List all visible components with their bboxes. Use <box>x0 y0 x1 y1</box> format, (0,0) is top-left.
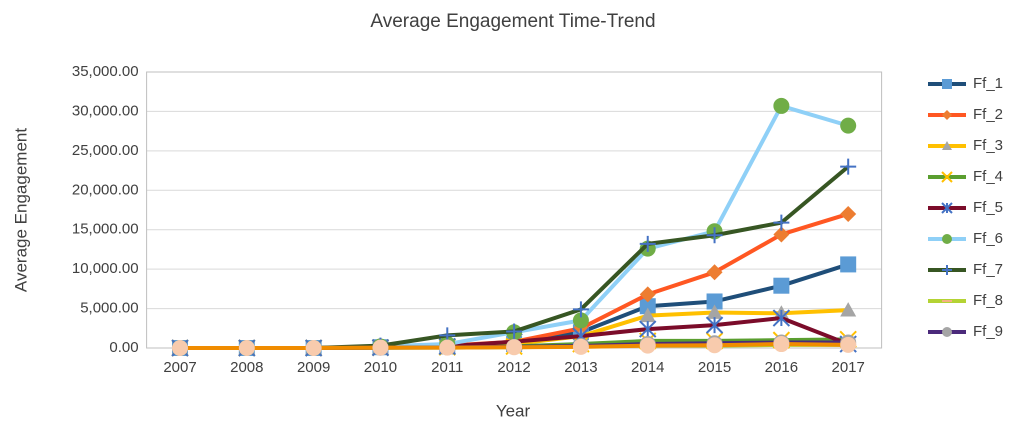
marker <box>772 309 791 327</box>
legend-label: Ff_1 <box>973 75 1003 92</box>
marker <box>840 256 857 273</box>
legend-label: Ff_2 <box>973 106 1003 123</box>
y-tick-label: 0.00 <box>109 339 138 356</box>
marker <box>840 205 857 222</box>
legend-label: Ff_5 <box>973 199 1003 216</box>
marker <box>773 214 790 231</box>
legend-label: Ff_7 <box>973 261 1003 278</box>
y-tick-label: 20,000.00 <box>72 181 139 198</box>
marker <box>639 286 656 303</box>
y-axis-title: Average Engagement <box>11 128 30 292</box>
x-tick-label: 2013 <box>564 359 597 376</box>
marker <box>572 338 589 355</box>
chart-title: Average Engagement Time-Trend <box>370 11 655 32</box>
marker <box>639 235 656 252</box>
plot-border <box>146 71 883 349</box>
marker <box>439 339 456 356</box>
y-tick-label: 35,000.00 <box>72 63 139 80</box>
marker <box>639 298 656 315</box>
x-tick-label: 2012 <box>497 359 530 376</box>
marker <box>840 336 857 353</box>
marker <box>942 327 952 337</box>
legend-label: Ff_8 <box>973 292 1003 309</box>
marker <box>705 316 724 334</box>
marker <box>639 320 657 338</box>
x-tick-label: 2017 <box>832 359 865 376</box>
legend-label: Ff_6 <box>973 230 1003 247</box>
legend-label: Ff_9 <box>973 323 1003 340</box>
x-tick-label: 2014 <box>631 359 664 376</box>
x-tick-label: 2007 <box>163 359 196 376</box>
marker <box>572 301 589 318</box>
marker <box>706 337 723 354</box>
marker <box>941 171 953 183</box>
marker <box>942 234 952 244</box>
marker <box>372 339 389 356</box>
x-tick-label: 2008 <box>230 359 263 376</box>
marker <box>942 79 952 89</box>
legend-label: Ff_3 <box>973 137 1003 154</box>
x-axis-title: Year <box>496 401 531 420</box>
marker <box>506 323 523 340</box>
marker <box>172 340 189 356</box>
marker <box>840 302 857 317</box>
marker <box>773 336 790 353</box>
marker <box>942 110 952 120</box>
y-tick-label: 25,000.00 <box>72 142 139 159</box>
marker <box>639 337 656 354</box>
legend-label: Ff_4 <box>973 168 1003 185</box>
marker <box>840 158 857 175</box>
marker <box>773 277 790 294</box>
marker <box>572 312 589 329</box>
marker <box>706 293 723 310</box>
y-tick-label: 15,000.00 <box>72 221 139 238</box>
marker <box>706 227 723 244</box>
y-tick-label: 10,000.00 <box>72 260 139 277</box>
y-tick-label: 30,000.00 <box>72 102 139 119</box>
marker <box>238 340 255 356</box>
x-tick-label: 2011 <box>431 359 463 376</box>
marker <box>639 307 656 323</box>
x-tick-label: 2015 <box>698 359 731 376</box>
marker <box>941 202 953 214</box>
x-tick-label: 2009 <box>297 359 330 376</box>
y-tick-label: 5,000.00 <box>80 300 138 317</box>
marker <box>305 340 322 356</box>
marker <box>706 264 723 281</box>
marker <box>506 339 523 356</box>
marker <box>942 141 952 150</box>
x-tick-label: 2010 <box>364 359 397 376</box>
marker <box>706 304 723 319</box>
marker <box>840 117 857 134</box>
marker <box>942 265 952 275</box>
marker <box>773 226 790 243</box>
marker <box>773 97 790 114</box>
x-tick-label: 2016 <box>765 359 798 376</box>
